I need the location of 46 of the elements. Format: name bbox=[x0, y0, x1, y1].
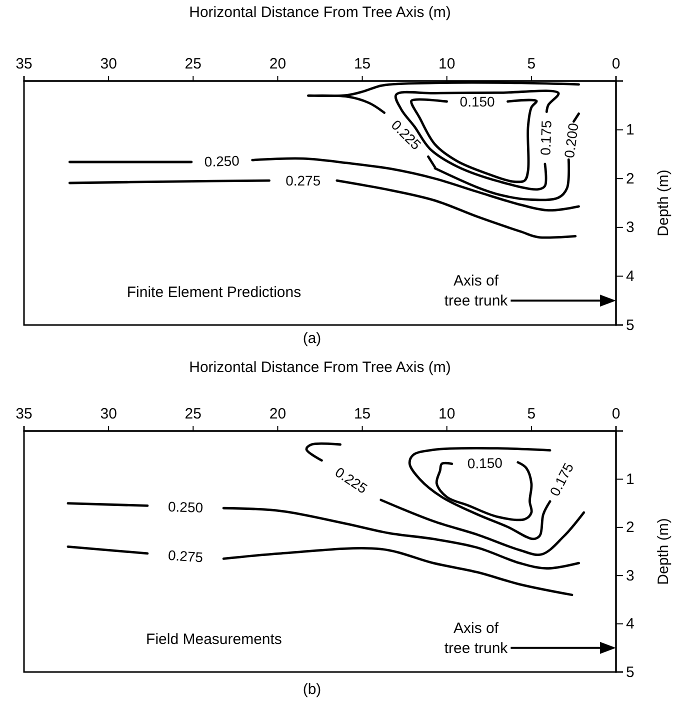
x-tick-label: 10 bbox=[438, 56, 456, 72]
text: 0.175 bbox=[546, 460, 577, 499]
x-tick-label: 30 bbox=[100, 56, 117, 72]
annotation: Axis of tree trunk bbox=[444, 620, 508, 657]
y-tick-label: 3 bbox=[626, 567, 634, 584]
series-label: 0.150 bbox=[467, 454, 503, 472]
x-tick-label: 25 bbox=[184, 56, 202, 72]
y-tick-label: 2 bbox=[626, 519, 634, 536]
y-tick-label: 2 bbox=[626, 170, 634, 188]
x-tick-label: 0 bbox=[612, 406, 620, 422]
x-axis-title: Horizontal Distance From Tree Axis (m) bbox=[189, 4, 451, 21]
x-tick-label: 35 bbox=[16, 406, 32, 422]
series-label: 0.250 bbox=[204, 152, 240, 170]
y-axis-title: Depth (m) bbox=[655, 170, 672, 236]
y-axis-title: Depth (m) bbox=[655, 518, 672, 585]
text: 0.200 bbox=[560, 122, 582, 159]
series-label: 0.275 bbox=[286, 172, 321, 189]
annotation: Field Measurements bbox=[146, 631, 282, 648]
text: 0.175 bbox=[537, 120, 554, 156]
annotation: Axis of tree trunk bbox=[444, 272, 508, 310]
x-tick-label: 5 bbox=[527, 406, 536, 422]
y-tick-label: 4 bbox=[626, 616, 634, 633]
annotation: Finite Element Predictions bbox=[126, 284, 302, 301]
y-tick-label: 5 bbox=[626, 316, 634, 334]
x-tick-label: 5 bbox=[527, 56, 536, 72]
series-label: 0.250 bbox=[168, 498, 204, 516]
x-tick-label: 15 bbox=[354, 56, 371, 72]
x-tick-label: 30 bbox=[100, 406, 117, 422]
x-tick-label: 10 bbox=[438, 406, 456, 422]
y-tick-label: 4 bbox=[626, 268, 634, 285]
x-tick-label: 35 bbox=[16, 56, 32, 72]
x-tick-label: 25 bbox=[184, 406, 202, 422]
x-tick-label: 0 bbox=[612, 56, 620, 72]
series-label: 0.275 bbox=[167, 546, 204, 566]
y-tick-label: 5 bbox=[626, 664, 634, 681]
x-tick-label: 15 bbox=[354, 406, 371, 422]
y-tick-label: 1 bbox=[626, 122, 634, 139]
line-series bbox=[408, 446, 552, 540]
text: (b) bbox=[302, 681, 322, 698]
text: (a) bbox=[302, 330, 322, 347]
x-tick-label: 20 bbox=[269, 56, 286, 72]
x-axis-title: Horizontal Distance From Tree Axis (m) bbox=[189, 359, 451, 376]
series-label: 0.150 bbox=[460, 93, 496, 110]
y-tick-label: 1 bbox=[626, 471, 634, 488]
x-tick-label: 20 bbox=[269, 406, 286, 422]
y-tick-label: 3 bbox=[626, 219, 634, 236]
